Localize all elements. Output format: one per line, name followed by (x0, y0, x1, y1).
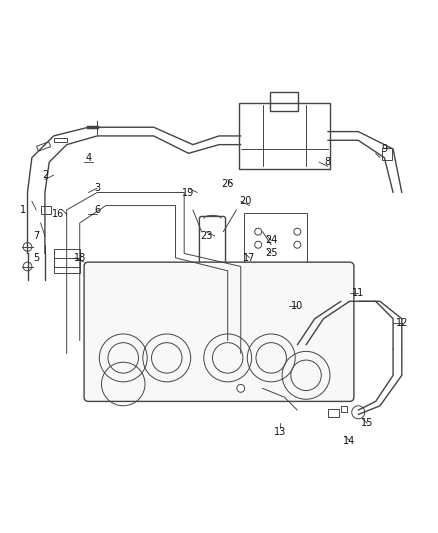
Text: 7: 7 (33, 231, 39, 241)
Text: 6: 6 (94, 205, 100, 215)
Bar (53, 138, 67, 142)
Text: 19: 19 (182, 188, 194, 198)
FancyBboxPatch shape (84, 262, 354, 401)
Text: 25: 25 (265, 248, 278, 259)
Text: 24: 24 (265, 236, 277, 245)
Text: 3: 3 (94, 183, 100, 193)
Bar (341, 406, 347, 413)
Text: 17: 17 (243, 253, 256, 263)
Text: 9: 9 (381, 144, 388, 154)
Text: 8: 8 (325, 157, 331, 167)
Text: 12: 12 (396, 318, 408, 328)
Text: 14: 14 (343, 435, 356, 446)
Text: 23: 23 (200, 231, 212, 241)
Text: 2: 2 (42, 170, 48, 180)
Text: 26: 26 (222, 179, 234, 189)
Text: 4: 4 (85, 152, 92, 163)
Text: 20: 20 (239, 196, 251, 206)
Circle shape (23, 243, 32, 251)
Bar (328, 409, 339, 417)
Bar (382, 148, 392, 160)
Text: 11: 11 (352, 288, 364, 297)
Text: 5: 5 (33, 253, 39, 263)
Circle shape (237, 384, 245, 392)
Text: 16: 16 (52, 209, 64, 219)
Text: 1: 1 (20, 205, 26, 215)
Text: 18: 18 (74, 253, 86, 263)
Circle shape (23, 262, 32, 271)
Text: 10: 10 (291, 301, 304, 311)
Text: 13: 13 (274, 427, 286, 437)
Bar (37, 142, 51, 151)
Text: 15: 15 (361, 418, 373, 428)
Bar (41, 206, 51, 214)
